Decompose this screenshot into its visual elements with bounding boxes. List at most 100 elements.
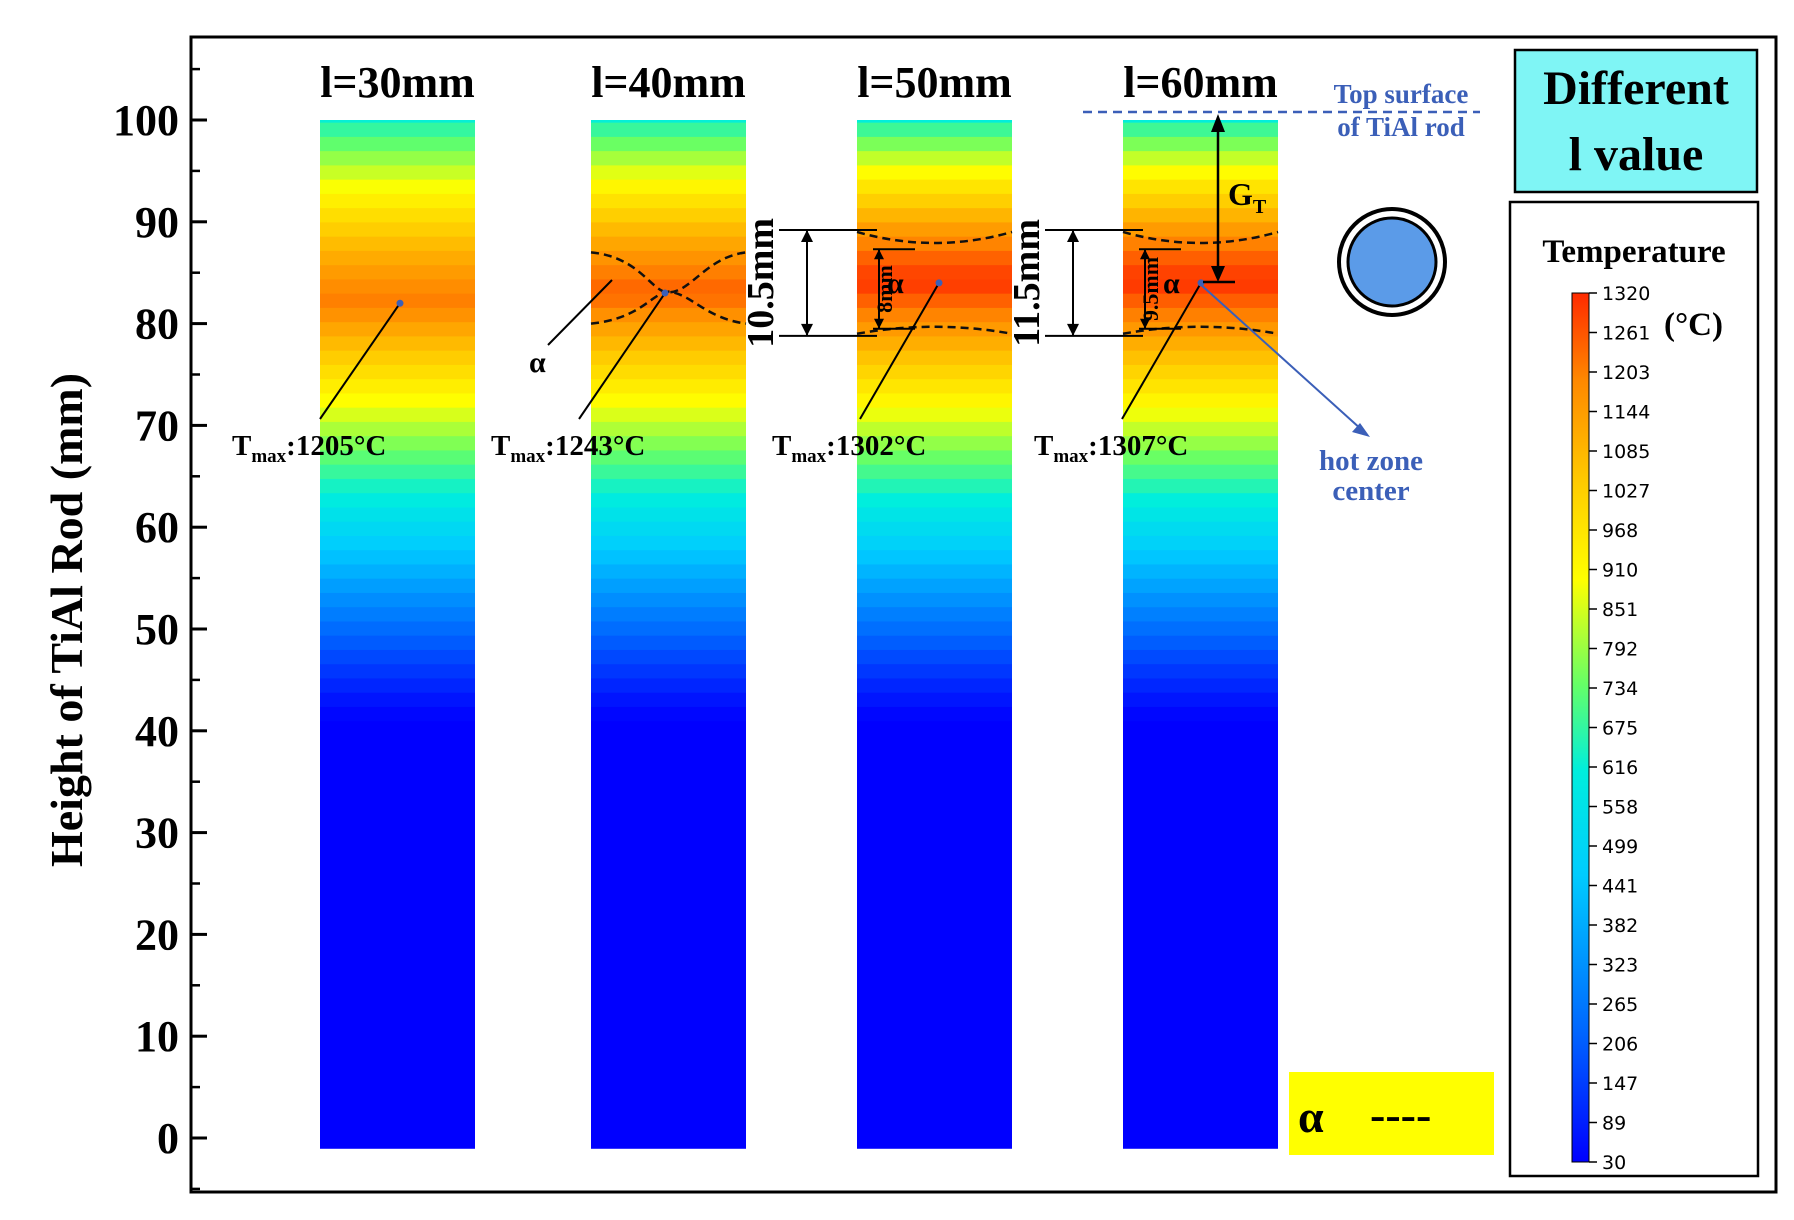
temperature-band (591, 720, 746, 736)
temperature-band (857, 620, 1012, 636)
temperature-band (320, 378, 475, 394)
top-surface-label-2: of TiAl rod (1337, 112, 1465, 142)
temperature-band (591, 620, 746, 636)
temperature-band (320, 1034, 475, 1050)
column-label: l=50mm (857, 58, 1012, 107)
temperature-band (320, 221, 475, 237)
temperature-band (857, 1048, 1012, 1064)
temperature-band (857, 1105, 1012, 1121)
temperature-band (857, 977, 1012, 993)
temperature-band (857, 179, 1012, 194)
y-tick-label: 40 (135, 707, 179, 756)
gt-arrow-head-bottom (1211, 266, 1225, 282)
temperature-band (1123, 677, 1278, 693)
temperature-band (320, 1062, 475, 1078)
temperature-band (320, 435, 475, 451)
tmax-label: Tmax:1243°C (491, 430, 645, 467)
temperature-band (591, 392, 746, 408)
temperature-band (857, 848, 1012, 864)
temperature-band (591, 307, 746, 323)
hot-zone-label-2: center (1332, 475, 1409, 507)
temperature-band (591, 706, 746, 722)
temperature-band (320, 791, 475, 807)
temperature-band (320, 506, 475, 522)
temperature-band (320, 335, 475, 351)
temperature-band (591, 1119, 746, 1135)
temperature-band (1123, 891, 1278, 907)
temperature-band (1123, 578, 1278, 593)
temperature-band (857, 962, 1012, 978)
temperature-band (857, 1133, 1012, 1149)
temperature-band (857, 920, 1012, 935)
temperature-band (1123, 1119, 1278, 1135)
temperature-band (857, 563, 1012, 579)
temperature-band (320, 264, 475, 280)
temperature-band (320, 549, 475, 565)
temperature-band (857, 392, 1012, 408)
temperature-band (320, 407, 475, 422)
temperature-band (320, 364, 475, 380)
temperature-band (1123, 264, 1278, 280)
tmax-label: Tmax:1307°C (1034, 430, 1188, 467)
temperature-band (591, 350, 746, 365)
temperature-band (1123, 1019, 1278, 1035)
dimension-arrow (801, 229, 813, 242)
temperature-band (591, 136, 746, 152)
temperature-band (320, 464, 475, 479)
temperature-band (857, 834, 1012, 850)
y-tick-label: 30 (135, 809, 179, 858)
tmax-leader-line (1121, 282, 1202, 420)
alpha-legend-line: ---- (1370, 1089, 1431, 1140)
temperature-band (591, 563, 746, 579)
temperature-band (1123, 535, 1278, 551)
temperature-band (1123, 1076, 1278, 1092)
gt-label: GT (1228, 176, 1267, 218)
temperature-band (1123, 1048, 1278, 1064)
rod-column-4: l=60mm α 11.5mm 9.5mm Tmax:1307°C (1006, 58, 1279, 1149)
temperature-band (857, 1076, 1012, 1092)
temperature-band (320, 250, 475, 266)
temperature-band (320, 492, 475, 508)
temperature-band (1123, 179, 1278, 194)
temperature-band (857, 891, 1012, 907)
dimension-arrow (874, 249, 884, 260)
temperature-band (320, 236, 475, 251)
inner-height-label: 9.5mm (1138, 257, 1163, 321)
temperature-band (591, 120, 746, 123)
temperature-band (1123, 207, 1278, 223)
temperature-band (591, 734, 746, 750)
colorbar: Temperature (°C) 1320 1261 1203 1144 1085 102… (1508, 200, 1760, 1178)
title-box: Different l value (1513, 48, 1759, 194)
temperature-band (591, 905, 746, 921)
temperature-band (857, 207, 1012, 223)
temperature-band (320, 948, 475, 964)
y-tick-label: 80 (135, 300, 179, 349)
temperature-band (320, 606, 475, 622)
dimension-arrow (801, 323, 813, 336)
temperature-band (320, 777, 475, 793)
temperature-band (591, 179, 746, 194)
temperature-band (591, 506, 746, 522)
temperature-band (591, 663, 746, 679)
hot-spot-marker (1197, 279, 1205, 287)
alpha-upper-boundary (590, 251, 747, 294)
rod-column-1: l=30mm Tmax:1205°C (232, 58, 475, 1149)
temperature-band (1123, 464, 1278, 479)
temperature-band (857, 321, 1012, 337)
temperature-band (591, 1048, 746, 1064)
dimension-arrow (1067, 323, 1079, 336)
temperature-band (591, 221, 746, 237)
column-label: l=40mm (591, 58, 746, 107)
temperature-band (1123, 492, 1278, 508)
alpha-upper-boundary (856, 230, 1013, 245)
temperature-band (1123, 934, 1278, 950)
temperature-band (591, 948, 746, 964)
temperature-band (1123, 136, 1278, 152)
temperature-band (591, 920, 746, 935)
colorbar-tick-label: 206 (1602, 1034, 1638, 1056)
temperature-band (320, 421, 475, 437)
temperature-band (1123, 806, 1278, 821)
temperature-band (857, 1019, 1012, 1035)
temperature-band (320, 934, 475, 950)
